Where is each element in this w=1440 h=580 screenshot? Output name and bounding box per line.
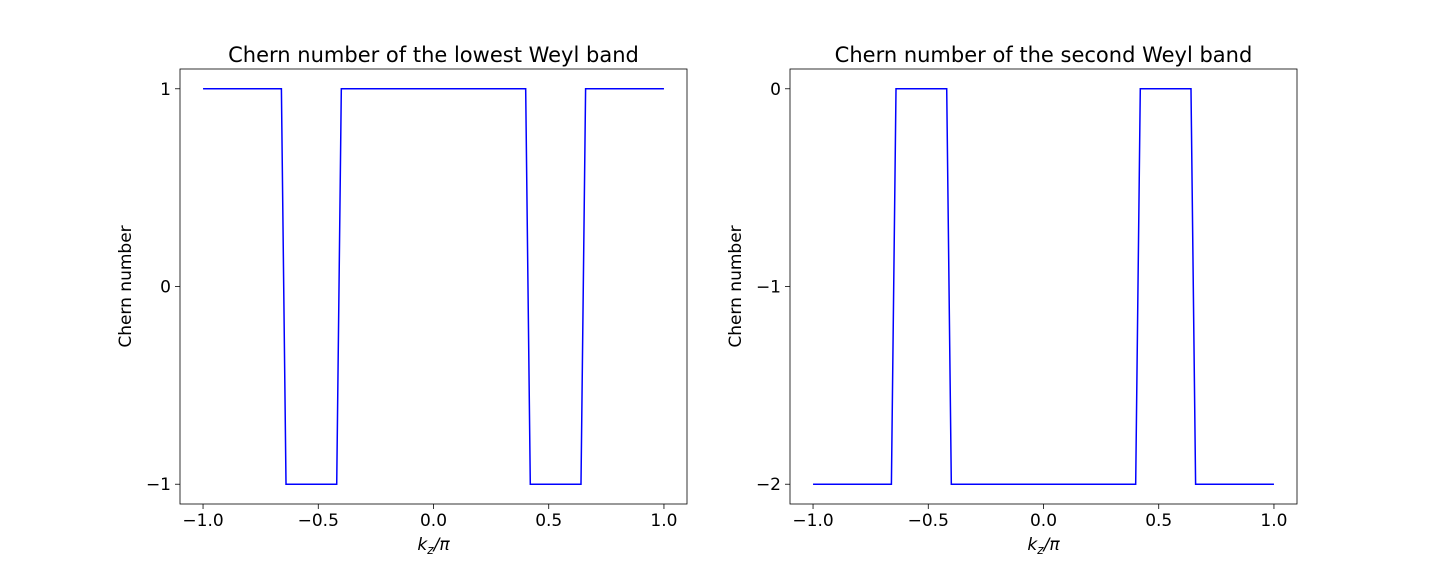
chart-title: Chern number of the second Weyl band [835, 43, 1253, 67]
x-tick-label: 0.5 [535, 511, 562, 531]
x-axis-label-subscript: z [426, 543, 434, 557]
series-line-1 [203, 88, 664, 485]
x-axis-label: kz/π [417, 535, 450, 557]
x-tick-label: 0.5 [1145, 511, 1172, 531]
chart-title: Chern number of the lowest Weyl band [228, 43, 639, 67]
y-tick-label: −1 [146, 475, 171, 495]
y-tick-label: −2 [756, 475, 781, 495]
x-tick-label: −1.0 [182, 511, 223, 531]
x-axis-label-denominator: /π [432, 535, 451, 555]
y-axis-label: Chern number [726, 225, 746, 347]
x-tick-label: 1.0 [1260, 511, 1287, 531]
axes-frame [179, 68, 688, 505]
y-tick-label: 0 [160, 278, 171, 298]
y-tick-label: −1 [756, 278, 781, 298]
x-tick-label: −0.5 [298, 511, 339, 531]
chart-panel-2: −1.0 −0.5 0.0 0.5 1.0 −2 −1 0 Chern number of th… [726, 43, 1298, 557]
x-axis-label: kz/π [1027, 535, 1060, 557]
x-axis-label-k: k [417, 535, 428, 555]
y-tick-label: 1 [160, 80, 171, 100]
chart-panel-1: −1.0 −0.5 0.0 0.5 1.0 −1 0 1 Chern number of the… [116, 43, 688, 557]
y-tick-label: 0 [770, 80, 781, 100]
x-tick-label: 0.0 [1030, 511, 1057, 531]
x-tick-label: 0.0 [420, 511, 447, 531]
axes-frame [789, 68, 1298, 505]
x-tick-label: −0.5 [908, 511, 949, 531]
x-axis-label-denominator: /π [1042, 535, 1061, 555]
x-tick-label: 1.0 [650, 511, 677, 531]
x-tick-label: −1.0 [792, 511, 833, 531]
series-line-1 [813, 88, 1274, 485]
x-axis-label-k: k [1027, 535, 1038, 555]
y-axis-label: Chern number [116, 225, 136, 347]
x-axis-label-subscript: z [1036, 543, 1044, 557]
